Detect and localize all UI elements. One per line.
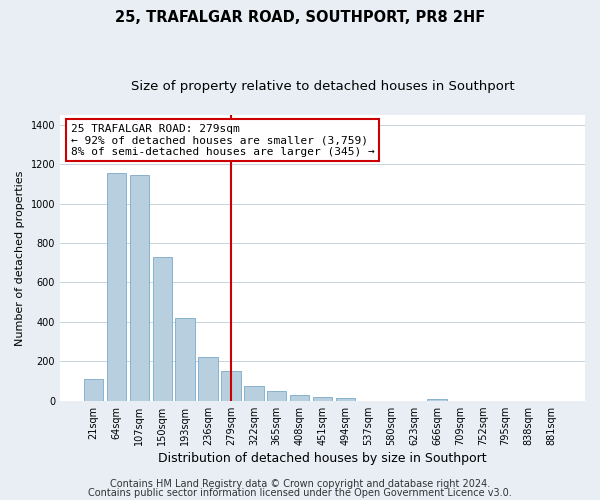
Bar (290, 395, 310, 400)
Bar (84, 379, 103, 400)
Bar (199, 357, 218, 401)
Bar (335, 398, 355, 400)
Bar (175, 318, 195, 400)
Bar (152, 257, 172, 400)
Title: Size of property relative to detached houses in Southport: Size of property relative to detached ho… (131, 80, 514, 93)
Bar (221, 371, 241, 400)
Bar (427, 398, 446, 400)
Text: 25 TRAFALGAR ROAD: 279sqm
← 92% of detached houses are smaller (3,759)
8% of sem: 25 TRAFALGAR ROAD: 279sqm ← 92% of detac… (71, 124, 374, 157)
Bar (130, 174, 149, 400)
Bar (107, 173, 126, 400)
Bar (244, 386, 263, 400)
Text: 25, TRAFALGAR ROAD, SOUTHPORT, PR8 2HF: 25, TRAFALGAR ROAD, SOUTHPORT, PR8 2HF (115, 10, 485, 25)
Text: Contains public sector information licensed under the Open Government Licence v3: Contains public sector information licen… (88, 488, 512, 498)
Bar (267, 391, 286, 400)
Text: Contains HM Land Registry data © Crown copyright and database right 2024.: Contains HM Land Registry data © Crown c… (110, 479, 490, 489)
Y-axis label: Number of detached properties: Number of detached properties (15, 170, 25, 346)
Bar (313, 397, 332, 400)
X-axis label: Distribution of detached houses by size in Southport: Distribution of detached houses by size … (158, 452, 487, 465)
